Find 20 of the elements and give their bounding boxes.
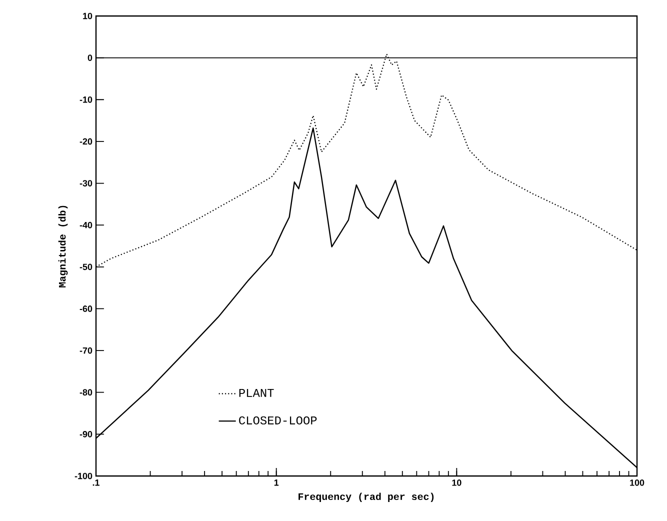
legend-label: PLANT <box>239 389 274 397</box>
y-tick-label: -80 <box>80 389 92 396</box>
y-tick-label: -10 <box>80 96 92 103</box>
y-axis-title: Magnitude (db) <box>58 206 68 288</box>
y-tick-label: -50 <box>80 264 92 270</box>
y-tick-label: -100 <box>74 472 92 480</box>
y-tick-label: -60 <box>80 306 92 312</box>
x-tick-label: 10 <box>452 480 462 486</box>
y-tick-label: -90 <box>80 431 92 438</box>
y-tick-label: -70 <box>80 347 92 354</box>
x-tick-label: 1 <box>274 480 279 486</box>
x-axis-title: Frequency (rad per sec) <box>298 492 434 502</box>
y-tick-label: -30 <box>80 180 92 186</box>
y-tick-label: 0 <box>88 54 92 61</box>
legend-label: CLOSED-LOOP <box>239 416 317 424</box>
y-tick-label: 10 <box>83 12 92 20</box>
x-tick-label: 100 <box>630 480 644 486</box>
y-tick-label: -40 <box>80 222 92 228</box>
x-tick-label: .1 <box>92 480 100 486</box>
y-tick-label: -20 <box>80 138 92 145</box>
